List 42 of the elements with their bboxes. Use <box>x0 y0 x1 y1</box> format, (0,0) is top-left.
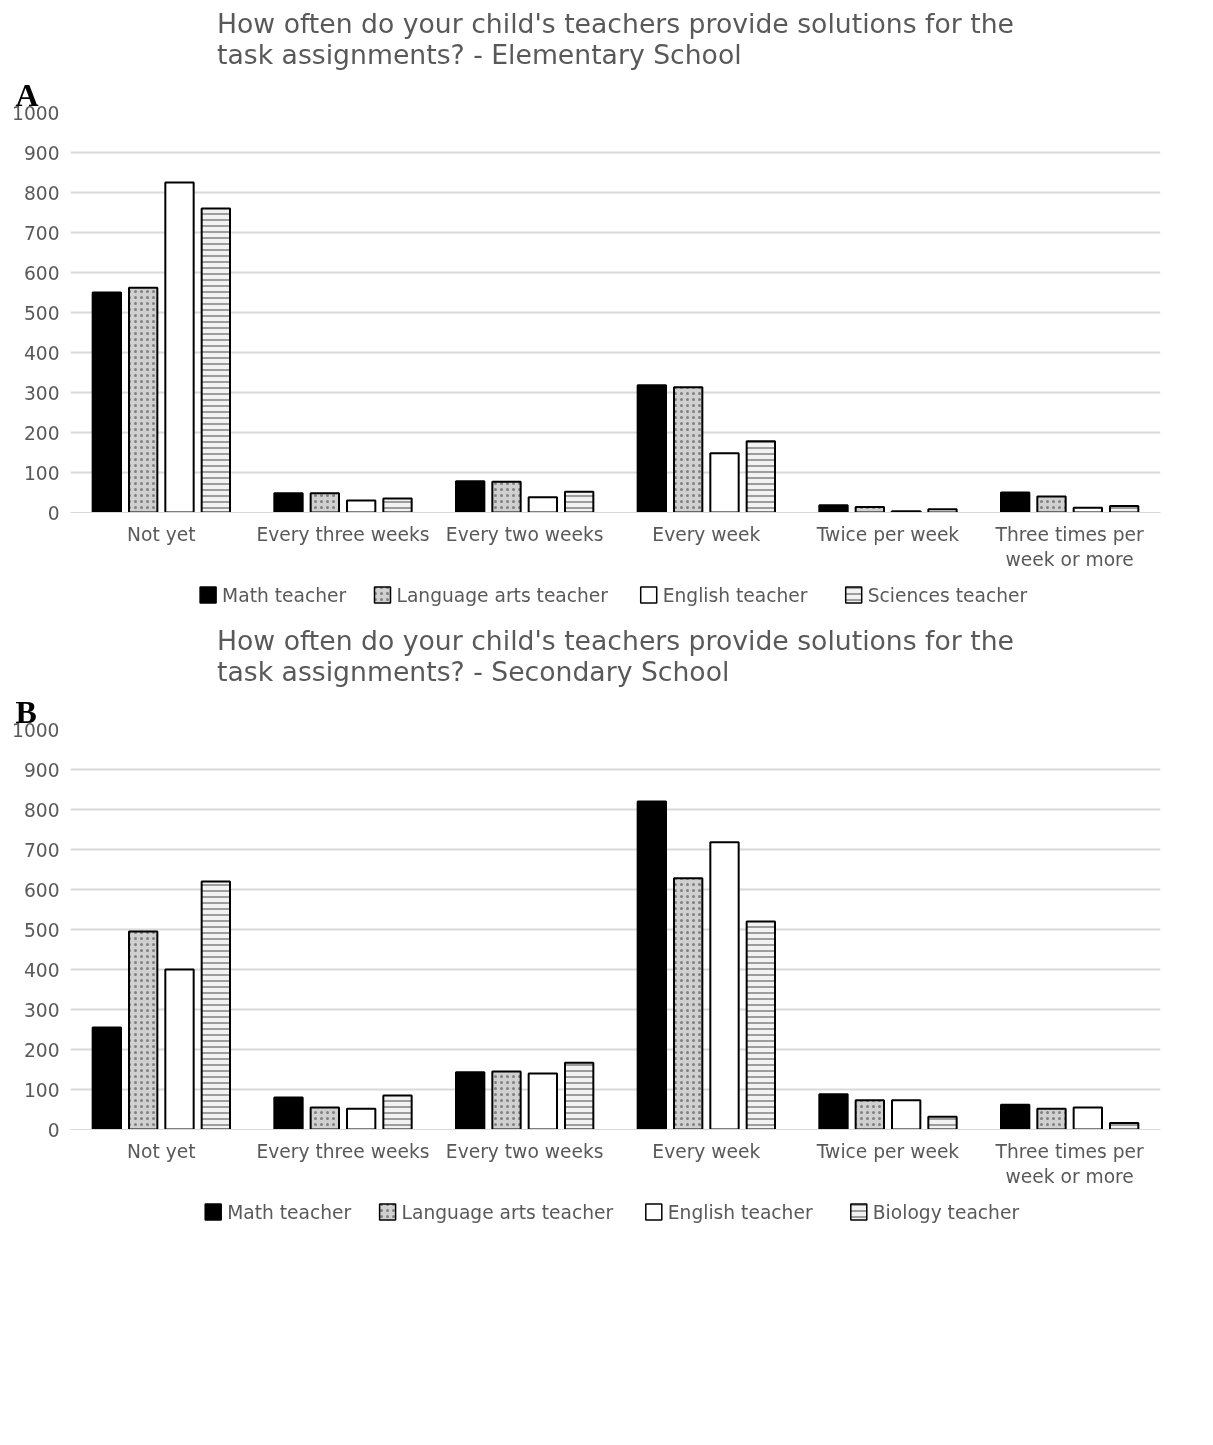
x-tick-label: Not yet <box>127 1140 196 1162</box>
x-tick-label: Every two weeks <box>445 1140 604 1162</box>
x-tick-label: Every three weeks <box>256 1140 430 1162</box>
y-tick-label: 600 <box>23 879 60 901</box>
y-tick-label: 700 <box>23 222 60 244</box>
y-tick-label: 900 <box>23 759 60 781</box>
x-tick-label: Three times per week or more <box>994 1140 1145 1187</box>
legend-label: Math teacher <box>222 584 347 606</box>
y-tick-label: 100 <box>23 1079 60 1101</box>
legend-label: Language arts teacher <box>396 584 609 606</box>
legend-label: English teacher <box>662 584 808 606</box>
x-tick-label: Every three weeks <box>256 523 430 545</box>
y-tick-label: 0 <box>47 502 60 524</box>
x-tick-label: Not yet <box>127 523 196 545</box>
y-tick-label: 300 <box>23 382 60 404</box>
x-tick-label: Every week <box>652 523 761 545</box>
y-tick-label: 200 <box>23 1039 60 1061</box>
y-tick-label: 100 <box>23 462 60 484</box>
y-tick-label: 0 <box>47 1119 60 1141</box>
legend-label: Sciences teacher <box>867 584 1028 606</box>
y-tick-label: 700 <box>23 839 60 861</box>
y-tick-label: 400 <box>23 959 60 981</box>
legend-label: Biology teacher <box>872 1201 1020 1223</box>
y-tick-label: 500 <box>23 302 60 324</box>
y-tick-label: 900 <box>23 142 60 164</box>
chart-title: How often do your child's teachers provide solutions for the task assignments? - Elementary School <box>217 7 1014 70</box>
x-tick-label: Every week <box>652 1140 761 1162</box>
legend-label: Math teacher <box>227 1201 352 1223</box>
y-tick-label: 200 <box>23 422 60 444</box>
x-tick-label: Three times per week or more <box>994 523 1145 570</box>
y-tick-label: 600 <box>23 262 60 284</box>
y-tick-label: 800 <box>23 182 60 204</box>
y-tick-label: 300 <box>23 999 60 1021</box>
y-tick-label: 800 <box>23 799 60 821</box>
legend-label: Language arts teacher <box>401 1201 614 1223</box>
x-tick-label: Twice per week <box>815 1140 960 1162</box>
x-tick-label: Every two weeks <box>445 523 604 545</box>
x-tick-label: Twice per week <box>815 523 960 545</box>
y-tick-label: 500 <box>23 919 60 941</box>
y-tick-label: 400 <box>23 342 60 364</box>
chart-title: How often do your child's teachers provide solutions for the task assignments? - Secondary School <box>217 624 1014 687</box>
legend-label: English teacher <box>667 1201 813 1223</box>
